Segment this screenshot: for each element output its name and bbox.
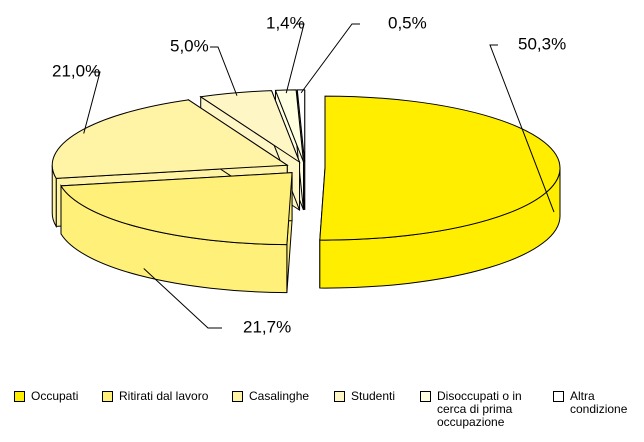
legend-label: Disoccupati o in cerca di prima occupazi… [437, 389, 522, 429]
legend-swatch [553, 391, 564, 402]
legend-label: Casalinghe [249, 389, 310, 403]
slice-top [51, 99, 289, 179]
leader-line [83, 71, 101, 134]
data-label: 21,7% [243, 317, 291, 336]
legend-label: Occupati [31, 389, 79, 403]
legend-swatch [334, 391, 345, 402]
slice [60, 172, 293, 294]
legend-label: Ritirati dal lavoro [119, 389, 209, 403]
legend-swatch [14, 391, 25, 402]
data-label: 0,5% [388, 13, 427, 32]
pie-area: 50,3% 21,7% 21,0% 5,0% 1,4% 0,5% [51, 13, 566, 336]
data-label: 5,0% [170, 36, 209, 55]
leader-line [210, 46, 238, 96]
legend-swatch [102, 391, 113, 402]
data-label: 21,0% [52, 61, 100, 80]
slice [319, 95, 561, 289]
legend-label: Altra condizione [570, 389, 628, 416]
slice-top [60, 172, 293, 246]
data-label: 50,3% [518, 34, 566, 53]
slice-top [274, 89, 304, 163]
leader-line [285, 23, 305, 94]
data-label: 1,4% [266, 13, 305, 32]
leader-line [143, 268, 222, 329]
legend-swatch [232, 391, 243, 402]
leader-line [300, 23, 360, 94]
slice-top [319, 95, 561, 241]
leader-line [489, 44, 555, 213]
slice-top [296, 89, 306, 162]
legend-swatch [420, 391, 431, 402]
legend-label: Studenti [351, 389, 396, 403]
